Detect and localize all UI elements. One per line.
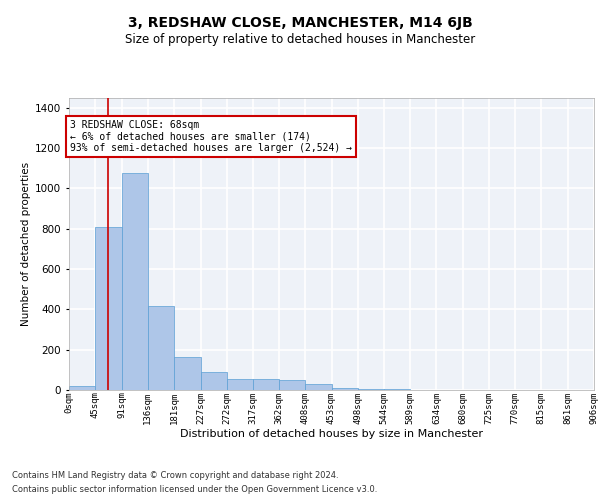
Bar — [95, 226, 122, 390]
Text: Contains HM Land Registry data © Crown copyright and database right 2024.: Contains HM Land Registry data © Crown c… — [12, 470, 338, 480]
Bar — [358, 389, 384, 390]
Y-axis label: Number of detached properties: Number of detached properties — [21, 162, 31, 326]
Text: 3 REDSHAW CLOSE: 68sqm
← 6% of detached houses are smaller (174)
93% of semi-det: 3 REDSHAW CLOSE: 68sqm ← 6% of detached … — [70, 120, 352, 153]
Text: 3, REDSHAW CLOSE, MANCHESTER, M14 6JB: 3, REDSHAW CLOSE, MANCHESTER, M14 6JB — [128, 16, 472, 30]
Bar — [200, 372, 227, 390]
Bar — [279, 380, 305, 390]
Bar — [227, 379, 253, 390]
Bar — [331, 388, 358, 390]
Bar — [305, 384, 331, 390]
Bar — [174, 356, 200, 390]
Text: Contains public sector information licensed under the Open Government Licence v3: Contains public sector information licen… — [12, 484, 377, 494]
Text: Size of property relative to detached houses in Manchester: Size of property relative to detached ho… — [125, 34, 475, 46]
Bar — [253, 379, 279, 390]
Bar — [122, 173, 148, 390]
X-axis label: Distribution of detached houses by size in Manchester: Distribution of detached houses by size … — [180, 429, 483, 439]
Bar — [148, 306, 174, 390]
Bar — [69, 386, 95, 390]
